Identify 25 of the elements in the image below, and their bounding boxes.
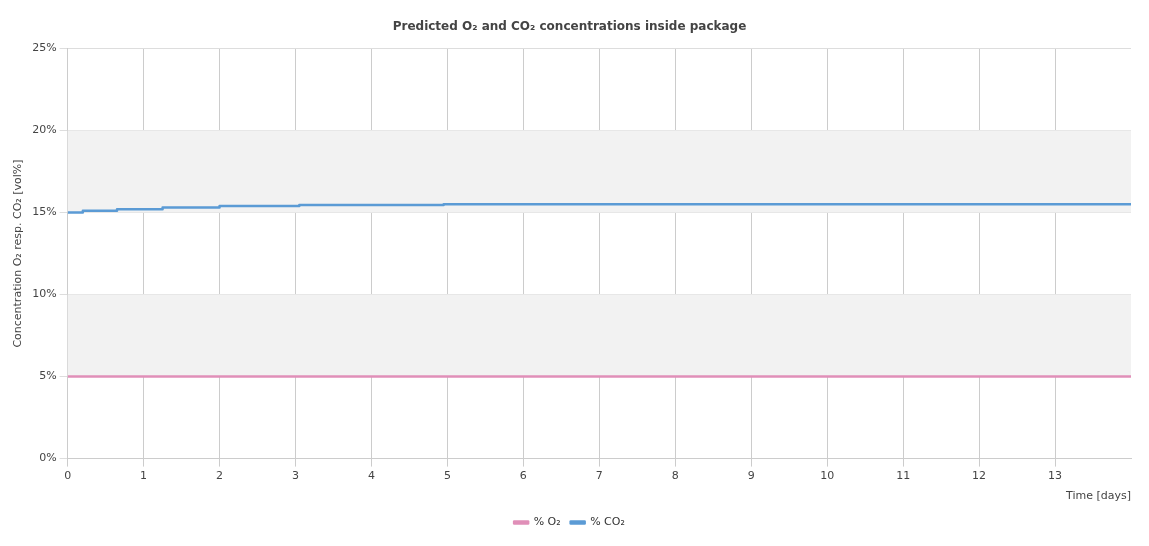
x-tick-label: 7 <box>595 469 603 483</box>
y-axis-title: Concentration O₂ resp. CO₂ [vol%] <box>11 159 25 348</box>
x-tick-label: 2 <box>216 469 224 483</box>
x-tick-label: 4 <box>367 469 375 483</box>
x-tick-label: 0 <box>64 469 72 483</box>
x-tick-label: 1 <box>140 469 148 483</box>
x-tick-label: 12 <box>972 469 987 483</box>
x-tick-label: 9 <box>747 469 755 483</box>
x-tick-label: 10 <box>820 469 835 483</box>
x-tick-label: 5 <box>443 469 451 483</box>
legend-label: % CO₂ <box>590 515 625 529</box>
y-tick-label: 10% <box>32 287 57 301</box>
chart-title: Predicted O₂ and CO₂ concentrations inside package <box>392 19 747 34</box>
x-tick-label: 6 <box>519 469 527 483</box>
y-tick-label: 0% <box>39 451 57 465</box>
y-tick-label: 5% <box>39 369 57 383</box>
x-tick-label: 3 <box>292 469 300 483</box>
y-tick-label: 20% <box>32 123 57 137</box>
x-tick-label: 8 <box>671 469 679 483</box>
x-axis-title: Time [days] <box>1065 489 1131 503</box>
x-tick-label: 11 <box>896 469 911 483</box>
x-tick-label: 13 <box>1048 469 1063 483</box>
y-tick-label: 25% <box>32 41 57 55</box>
legend-label: % O₂ <box>533 515 561 529</box>
y-tick-label: 15% <box>32 205 57 219</box>
